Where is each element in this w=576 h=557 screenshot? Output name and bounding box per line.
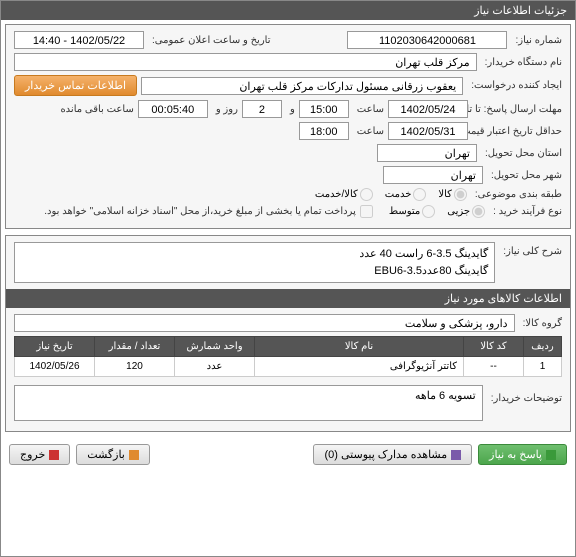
respond-button[interactable]: پاسخ به نیاز: [478, 444, 567, 465]
need-no-field: 1102030642000681: [347, 31, 507, 49]
requester-label: ایجاد کننده درخواست:: [467, 80, 562, 91]
need-desc-line2: گایدینگ 80عددEBU6-3.5: [21, 263, 488, 280]
category-radios: کالا خدمت کالا/خدمت: [315, 188, 467, 201]
pt-small-radio[interactable]: جزیی: [447, 205, 485, 218]
cell-code: --: [464, 357, 524, 377]
remaining-field: 00:05:40: [138, 100, 208, 118]
state-label: استان محل تحویل:: [481, 148, 562, 159]
col-code: کد کالا: [464, 337, 524, 357]
payment-checkbox[interactable]: پرداخت تمام یا بخشی از مبلغ خرید،از محل …: [44, 205, 373, 218]
footer: پاسخ به نیاز مشاهده مدارک پیوستی (0) باز…: [5, 438, 571, 471]
need-no-label: شماره نیاز:: [511, 35, 562, 46]
back-icon: [129, 450, 139, 460]
window: جزئیات اطلاعات نیاز شماره نیاز: 11020306…: [0, 0, 576, 557]
days-field: 2: [242, 100, 282, 118]
respond-icon: [546, 450, 556, 460]
attachments-button[interactable]: مشاهده مدارک پیوستی (0): [313, 444, 472, 465]
detail-section: شرح کلی نیاز: گایدینگ 3.5-6 راست 40 عدد …: [5, 235, 571, 432]
cat-goods-service-radio[interactable]: کالا/خدمت: [315, 188, 373, 201]
cell-unit: عدد: [175, 357, 255, 377]
content: شماره نیاز: 1102030642000681 تاریخ و ساع…: [1, 20, 575, 475]
validity-date-field: 1402/05/31: [388, 122, 468, 140]
deadline-label: مهلت ارسال پاسخ: تا تاریخ:: [472, 104, 562, 115]
col-unit: واحد شمارش: [175, 337, 255, 357]
state-field: تهران: [377, 144, 477, 162]
purchase-type-label: نوع فرآیند خرید :: [489, 206, 562, 217]
contact-buyer-button[interactable]: اطلاعات تماس خریدار: [14, 75, 137, 96]
purchase-type-radios: جزیی متوسط: [389, 205, 485, 218]
col-qty: تعداد / مقدار: [95, 337, 175, 357]
buyer-org-field: مرکز قلب تهران: [14, 53, 477, 71]
need-desc-label: شرح کلی نیاز:: [499, 242, 562, 257]
cell-date: 1402/05/26: [15, 357, 95, 377]
col-name: نام کالا: [255, 337, 464, 357]
header-section: شماره نیاز: 1102030642000681 تاریخ و ساع…: [5, 24, 571, 229]
back-button[interactable]: بازگشت: [76, 444, 150, 465]
col-date: تاریخ نیاز: [15, 337, 95, 357]
public-announce-label: تاریخ و ساعت اعلان عمومی:: [148, 35, 271, 46]
city-label: شهر محل تحویل:: [487, 170, 562, 181]
time-label-1: ساعت: [353, 104, 384, 115]
days-label: روز و: [212, 104, 238, 115]
goods-group-field: دارو، پزشکی و سلامت: [14, 314, 515, 332]
table-row[interactable]: 1 -- کاتتر آنژیوگرافی عدد 120 1402/05/26: [15, 357, 562, 377]
window-title: جزئیات اطلاعات نیاز: [1, 1, 575, 20]
requester-field: یعقوب زرقانی مسئول تدارکات مرکز قلب تهرا…: [141, 77, 463, 95]
and-label: و: [286, 104, 295, 115]
remaining-label: ساعت باقی مانده: [56, 104, 133, 115]
buyer-org-label: نام دستگاه خریدار:: [481, 57, 562, 68]
public-announce-field: 1402/05/22 - 14:40: [14, 31, 144, 49]
cat-service-radio[interactable]: خدمت: [385, 188, 427, 201]
items-section-title: اطلاعات کالاهای مورد نیاز: [6, 289, 570, 308]
need-desc-field: گایدینگ 3.5-6 راست 40 عدد گایدینگ 80عددE…: [14, 242, 495, 283]
pt-medium-radio[interactable]: متوسط: [389, 205, 435, 218]
buyer-notes-label: توضیحات خریدار:: [487, 385, 562, 404]
cell-name: کاتتر آنژیوگرافی: [255, 357, 464, 377]
goods-group-label: گروه کالا:: [519, 318, 562, 329]
exit-icon: [49, 450, 59, 460]
payment-note: پرداخت تمام یا بخشی از مبلغ خرید،از محل …: [44, 206, 356, 217]
time-label-2: ساعت: [353, 126, 384, 137]
attachments-icon: [451, 450, 461, 460]
buyer-notes-field: تسویه 6 ماهه: [14, 385, 483, 421]
validity-label: حداقل تاریخ اعتبار قیمت: تا تاریخ:: [472, 126, 562, 137]
items-table: ردیف کد کالا نام کالا واحد شمارش تعداد /…: [14, 336, 562, 377]
cat-goods-radio[interactable]: کالا: [438, 188, 467, 201]
need-desc-line1: گایدینگ 3.5-6 راست 40 عدد: [21, 246, 488, 263]
col-row: ردیف: [524, 337, 562, 357]
deadline-date-field: 1402/05/24: [388, 100, 468, 118]
exit-button[interactable]: خروج: [9, 444, 70, 465]
deadline-time-field: 15:00: [299, 100, 349, 118]
category-label: طبقه بندى موضوعی:: [471, 189, 562, 200]
cell-qty: 120: [95, 357, 175, 377]
cell-row: 1: [524, 357, 562, 377]
city-field: تهران: [383, 166, 483, 184]
validity-time-field: 18:00: [299, 122, 349, 140]
